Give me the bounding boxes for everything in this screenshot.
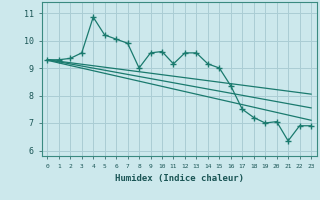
X-axis label: Humidex (Indice chaleur): Humidex (Indice chaleur) — [115, 174, 244, 183]
